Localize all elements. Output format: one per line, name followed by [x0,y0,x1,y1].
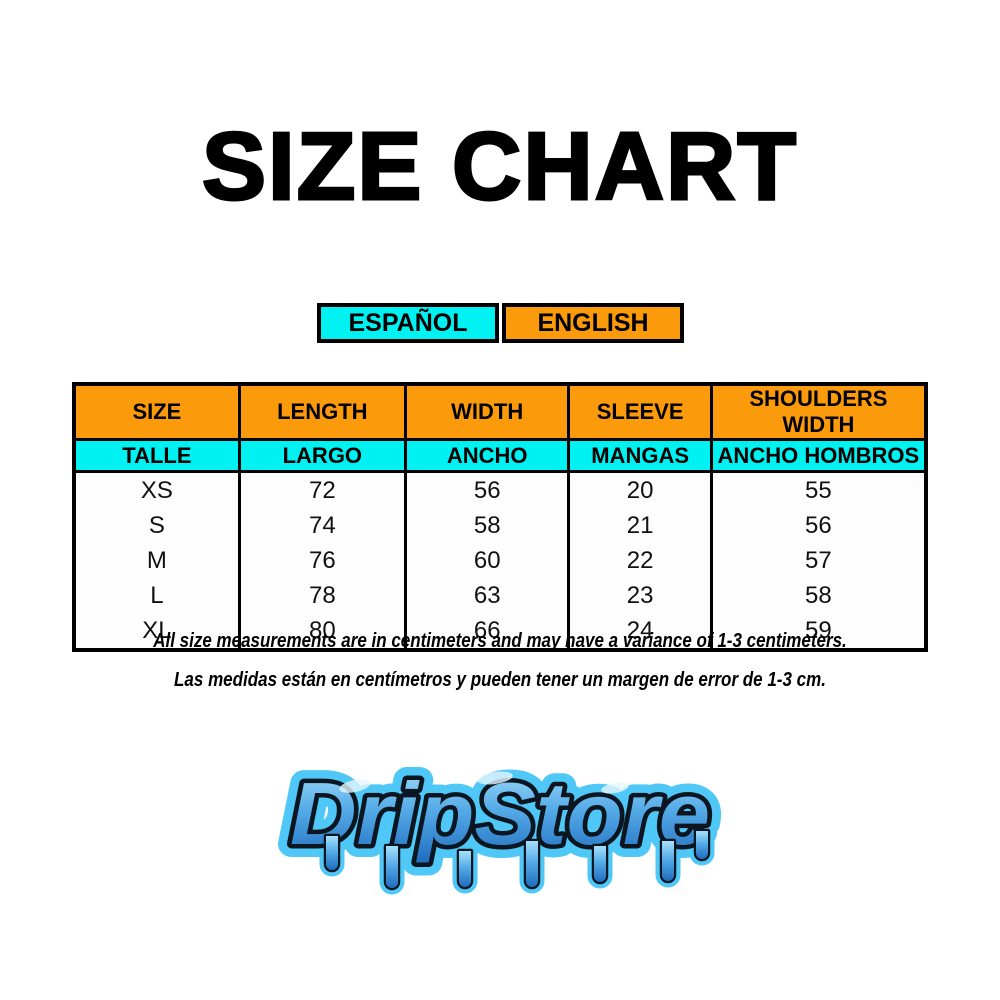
tab-english-label: ENGLISH [537,308,649,337]
header-cell-es: TALLE [72,438,241,473]
measurement-cell: 78 [237,578,407,613]
size-label-cell: M [72,543,241,578]
measurement-cell: 22 [567,543,713,578]
size-label-cell: XS [72,471,241,508]
measurement-cell: 76 [237,543,407,578]
tab-english[interactable]: ENGLISH [502,303,684,343]
measurement-cell: 74 [237,508,407,543]
size-label-cell: L [72,578,241,613]
header-cell-es: MANGAS [567,438,713,473]
measurement-cell: 72 [237,471,407,508]
logo-ice-highlights [339,771,629,794]
table-row: XL 80 66 24 59 [72,613,928,650]
measurement-cell: 56 [709,508,928,543]
size-label-cell: XL [72,613,241,650]
measurement-cell: 80 [237,613,407,650]
header-cell-en: SIZE [72,382,241,441]
measurement-cell: 56 [403,471,571,508]
measurement-cell: 59 [709,613,928,650]
measurement-cell: 63 [403,578,571,613]
note-spanish: Las medidas están en centímetros y puede… [174,669,826,691]
logo-drips [323,828,711,891]
header-cell-es: ANCHO [403,438,571,473]
table-row: M 76 60 22 57 [72,543,928,578]
header-cell-en: SHOULDERS WIDTH [709,382,928,441]
measurement-cell: 24 [567,613,713,650]
header-cell-en: WIDTH [403,382,571,441]
page-title: SIZE CHART [201,112,798,222]
measurement-cell: 58 [403,508,571,543]
measurement-cell: 55 [709,471,928,508]
header-cell-en: LENGTH [237,382,407,441]
table-row: L 78 63 23 58 [72,578,928,613]
tab-espanol-label: ESPAÑOL [348,308,468,337]
size-table-head: SIZE LENGTH WIDTH SLEEVE SHOULDERS WIDTH TAL… [72,382,928,473]
language-tabs: ESPAÑOL ENGLISH [317,303,684,343]
table-header-row-english: SIZE LENGTH WIDTH SLEEVE SHOULDERS WIDTH [72,382,928,441]
header-cell-es: ANCHO HOMBROS [709,438,928,473]
measurement-cell: 57 [709,543,928,578]
size-table: SIZE LENGTH WIDTH SLEEVE SHOULDERS WIDTH TAL… [72,382,928,652]
measurement-cell: 58 [709,578,928,613]
note-english: All size measurements are in centimeters… [153,630,847,652]
size-table-body: XS 72 56 20 55 S 74 58 21 56 M 76 60 22 57 L 78 63 23 58 XL 8… [72,471,928,650]
dripstore-logo: DripStore DripStore [270,746,730,906]
dripstore-logo-graphic: DripStore DripStore [277,751,723,895]
measurement-cell: 66 [403,613,571,650]
header-cell-en: SLEEVE [567,382,713,441]
tab-espanol[interactable]: ESPAÑOL [317,303,499,343]
measurement-cell: 20 [567,471,713,508]
measurement-cell: 60 [403,543,571,578]
header-cell-es: LARGO [237,438,407,473]
measurement-cell: 23 [567,578,713,613]
table-row: S 74 58 21 56 [72,508,928,543]
table-row: XS 72 56 20 55 [72,471,928,508]
measurement-cell: 21 [567,508,713,543]
size-label-cell: S [72,508,241,543]
table-header-row-spanish: TALLE LARGO ANCHO MANGAS ANCHO HOMBROS [72,438,928,473]
